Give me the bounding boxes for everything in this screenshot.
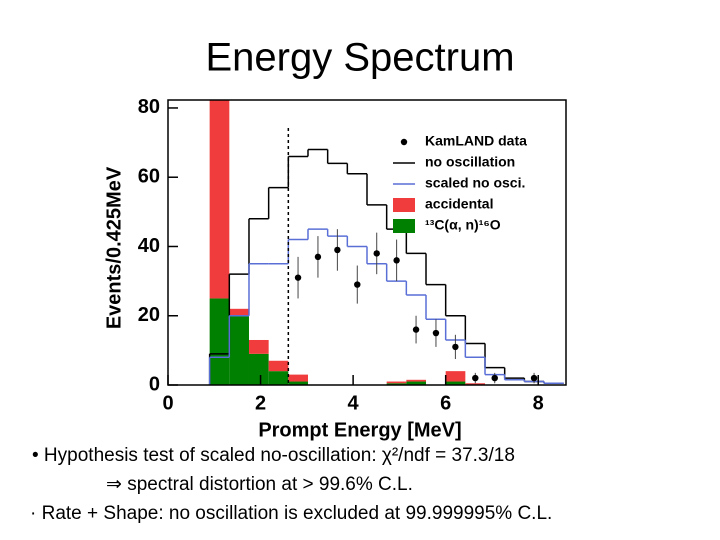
x-tick-label: 4	[348, 392, 360, 414]
legend-marker	[400, 138, 408, 146]
data-point	[294, 274, 302, 281]
x-axis-label: Prompt Energy [MeV]	[258, 419, 461, 441]
slide-title: Energy Spectrum	[205, 36, 514, 80]
data-point	[412, 326, 420, 333]
histogram-bar	[445, 381, 466, 385]
histogram-bar	[386, 383, 407, 385]
histogram-bar	[209, 298, 230, 385]
y-tick-label: 0	[149, 373, 160, 395]
data-point	[373, 250, 380, 257]
x-tick-label: 8	[533, 392, 544, 414]
histogram-bar	[386, 381, 407, 384]
histogram-bar	[445, 371, 466, 382]
data-point	[530, 374, 538, 382]
histogram-bar	[268, 360, 289, 372]
legend-marker	[393, 219, 415, 233]
data-point	[334, 246, 341, 254]
histogram-bar	[288, 374, 308, 382]
data-point	[393, 257, 400, 264]
legend-label: ¹³C(α, n)¹⁶O	[425, 217, 501, 233]
y-tick-label: 60	[138, 166, 160, 188]
histogram-bar	[406, 379, 427, 382]
histogram-bar	[209, 100, 230, 299]
data-point	[314, 253, 322, 261]
y-axis-label: Events/0.425MeV	[103, 166, 125, 329]
x-tick-label: 0	[162, 392, 173, 414]
legend-label: scaled no osci.	[425, 175, 525, 191]
legend-label: accidental	[425, 196, 493, 212]
histogram-bar	[229, 315, 249, 385]
y-tick-label: 20	[138, 304, 160, 326]
legend-label: no oscillation	[425, 154, 515, 170]
note: ⇒ spectral distortion at > 99.6% C.L.	[106, 474, 413, 495]
x-tick-label: 6	[440, 392, 451, 414]
histogram-bar	[268, 371, 289, 385]
data-point	[472, 374, 479, 382]
histogram-bar	[288, 381, 308, 385]
data-point	[452, 343, 459, 351]
note: · Rate + Shape: no oscillation is exclud…	[30, 503, 552, 524]
histogram-bar	[229, 308, 249, 316]
data-point	[432, 329, 440, 337]
data-point	[354, 281, 361, 288]
note: • Hypothesis test of scaled no-oscillati…	[32, 445, 515, 466]
legend-marker	[393, 198, 415, 212]
plot-frame	[167, 99, 567, 386]
histogram-bar	[248, 339, 269, 354]
y-tick-label: 80	[138, 96, 160, 118]
histogram-bar	[248, 353, 269, 385]
data-point	[491, 374, 498, 382]
y-tick-label: 40	[138, 235, 160, 257]
legend-label: KamLAND data	[425, 133, 527, 149]
histogram-bar	[465, 383, 486, 385]
x-tick-label: 2	[255, 392, 266, 414]
histogram-bar	[406, 381, 427, 385]
